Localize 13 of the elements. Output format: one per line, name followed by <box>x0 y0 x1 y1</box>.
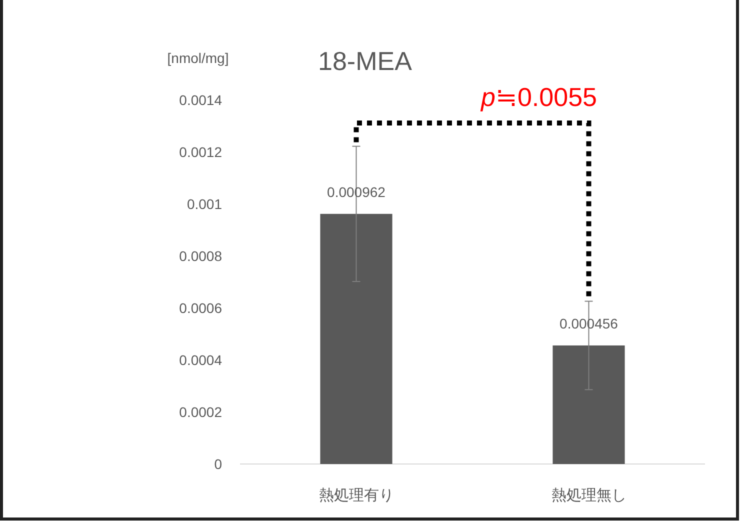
y-tick-label: 0.0008 <box>179 248 222 264</box>
y-tick-label: 0.0002 <box>179 404 222 420</box>
y-axis-title: [nmol/mg] <box>167 50 229 66</box>
y-tick-label: 0 <box>214 456 222 472</box>
y-tick-label: 0.0012 <box>179 144 222 160</box>
x-tick-label: 熱処理有り <box>318 487 394 504</box>
y-tick-label: 0.0004 <box>179 352 222 368</box>
y-tick-label: 0.0006 <box>179 300 222 316</box>
y-tick-label: 0.0014 <box>179 92 222 108</box>
x-tick-label: 熱処理無し <box>551 487 626 504</box>
annotation: p≒0.0055 <box>480 82 597 112</box>
chart-title: 18-MEA <box>318 46 413 76</box>
y-tick-label: 0.001 <box>186 196 222 212</box>
